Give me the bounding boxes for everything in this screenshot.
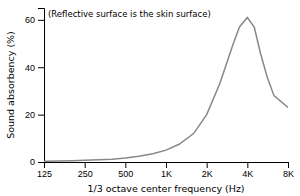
x-tick-mark — [166, 162, 167, 168]
x-tick-label: 8K — [283, 169, 294, 179]
x-tick-mark — [288, 162, 289, 168]
plot: 125 250 500 1K 2K 4K 8K 0 20 40 60 (Reflective surf… — [25, 9, 294, 180]
x-tick-label: 4K — [242, 169, 253, 179]
x-axis-title: 1/3 octave center frequency (Hz) — [87, 183, 244, 194]
y-tick: 40 — [25, 63, 44, 73]
y-tick-label: 20 — [25, 110, 35, 120]
y-tick-mark — [38, 20, 44, 21]
x-tick-mark — [125, 162, 126, 168]
x-tick: 8K — [283, 162, 294, 179]
x-tick: 125 — [37, 162, 52, 179]
x-tick: 500 — [118, 162, 133, 179]
x-tick: 4K — [242, 162, 253, 179]
x-tick-label: 125 — [37, 169, 52, 179]
y-tick-mark — [38, 67, 44, 68]
x-tick-mark — [247, 162, 248, 168]
y-tick-label: 40 — [25, 63, 35, 73]
x-tick: 1K — [161, 162, 172, 179]
curve — [44, 17, 288, 161]
annotation: (Reflective surface is the skin surface) — [48, 9, 211, 19]
y-tick-label: 60 — [25, 15, 35, 25]
x-tick: 2K — [202, 162, 213, 179]
x-tick-mark — [207, 162, 208, 168]
y-tick-mark — [38, 162, 44, 163]
x-tick-label: 1K — [161, 169, 172, 179]
y-tick: 20 — [25, 110, 44, 120]
x-tick-label: 250 — [78, 169, 93, 179]
x-tick-label: 2K — [202, 169, 213, 179]
y-axis-line — [38, 9, 45, 163]
y-tick-mark — [38, 115, 44, 116]
y-tick: 60 — [25, 15, 44, 25]
marks — [44, 17, 288, 161]
x-tick-label: 500 — [118, 169, 133, 179]
y-tick: 0 — [30, 157, 44, 167]
y-axis-title: Sound absorbency (%) — [5, 31, 16, 139]
y-axis: 0 20 40 60 — [25, 9, 45, 168]
x-axis-line — [45, 163, 289, 169]
x-tick: 250 — [78, 162, 93, 179]
y-tick-label: 0 — [30, 157, 35, 167]
x-tick-mark — [85, 162, 86, 168]
chart: 125 250 500 1K 2K 4K 8K 0 20 40 60 (Reflective surf… — [0, 0, 300, 196]
x-axis: 125 250 500 1K 2K 4K 8K — [37, 162, 294, 179]
